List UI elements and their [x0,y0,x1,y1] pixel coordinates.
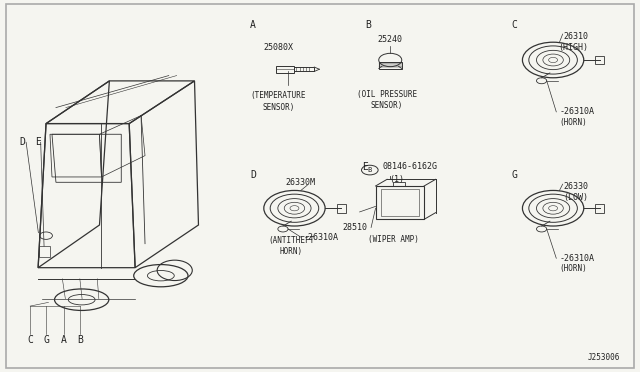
Text: B: B [368,167,372,173]
Bar [595,55,604,64]
Text: G: G [512,170,518,180]
Bar [276,66,294,73]
Text: G: G [43,335,49,345]
Bar [381,189,419,217]
Text: 25080X: 25080X [264,42,294,51]
Text: A: A [250,20,256,30]
Text: A: A [61,335,67,345]
Text: 28510: 28510 [343,223,368,232]
Text: 26310
(HIGH): 26310 (HIGH) [558,32,588,52]
Text: 25240: 25240 [378,35,403,44]
Text: B: B [365,20,371,30]
Text: (TEMPERATURE
SENSOR): (TEMPERATURE SENSOR) [251,92,307,112]
Bar [595,204,604,213]
Text: (HORN): (HORN) [559,264,588,273]
Text: C: C [28,335,33,345]
Text: (ANTITHEFT
HORN): (ANTITHEFT HORN) [268,236,314,256]
Text: D: D [19,137,25,147]
Text: (HORN): (HORN) [559,118,588,127]
Text: J253006: J253006 [588,353,620,362]
Text: E: E [362,163,367,173]
Text: 08146-6162G: 08146-6162G [383,162,438,171]
Text: -26310A: -26310A [559,254,595,263]
Bar [294,67,314,71]
Bar [394,182,405,186]
Text: (1): (1) [389,175,404,184]
Text: 26330
(LOW): 26330 (LOW) [563,182,588,202]
Text: 26330M: 26330M [286,178,316,187]
Text: (WIPER AMP): (WIPER AMP) [368,235,419,244]
Text: (OIL PRESSURE
SENSOR): (OIL PRESSURE SENSOR) [357,90,417,110]
Bar [379,62,402,68]
Text: -26310A: -26310A [304,232,339,242]
Bar [337,204,346,213]
Text: C: C [512,20,518,30]
Text: B: B [77,335,83,345]
Text: E: E [35,137,41,147]
Text: -26310A: -26310A [559,108,595,116]
Text: D: D [250,170,256,180]
Bar [39,246,51,257]
